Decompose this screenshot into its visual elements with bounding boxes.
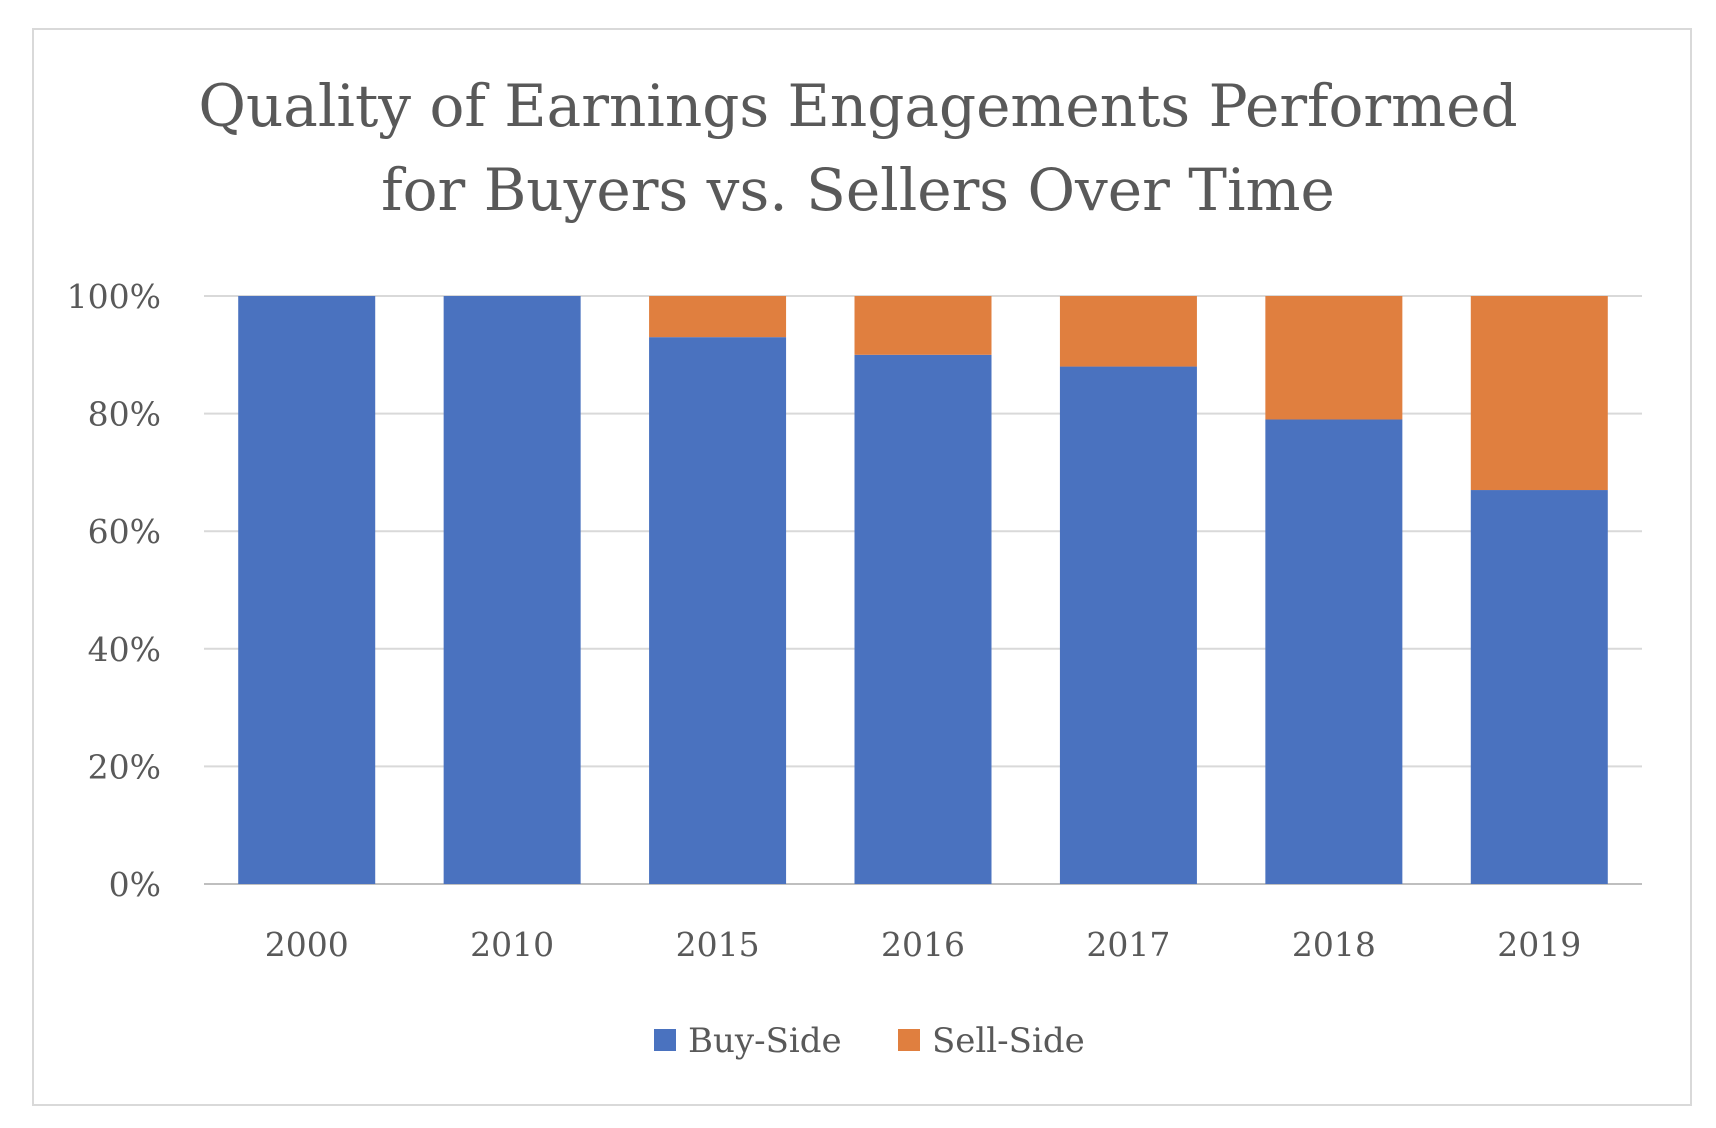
y-tick-label: 20% — [88, 747, 161, 786]
bar-buy-side-2010 — [443, 296, 581, 884]
legend-swatch-sell-side — [898, 1029, 920, 1051]
x-axis-tick-labels: 2000 2010 2015 2016 2017 2018 2019 — [265, 925, 1582, 964]
bar-sell-side-2017 — [1059, 296, 1197, 367]
legend-label-buy-side: Buy-Side — [688, 1021, 842, 1061]
y-tick-label: 60% — [88, 512, 161, 551]
y-tick-label: 80% — [88, 395, 161, 434]
chart-title: Quality of Earnings Engagements Performe… — [0, 64, 1716, 232]
bar-buy-side-2015 — [649, 337, 787, 884]
bar-sell-side-2018 — [1265, 296, 1403, 420]
y-tick-label: 40% — [88, 630, 161, 669]
bar-buy-side-2000 — [238, 296, 376, 884]
legend: Buy-Side Sell-Side — [654, 1021, 1085, 1061]
bar-buy-side-2017 — [1059, 366, 1197, 884]
bar-buy-side-2016 — [854, 354, 992, 884]
y-tick-label: 100% — [67, 277, 161, 316]
bar-buy-side-2018 — [1265, 419, 1403, 884]
x-tick-label: 2000 — [265, 925, 349, 964]
bar-sell-side-2015 — [649, 296, 787, 338]
x-tick-label: 2018 — [1292, 925, 1376, 964]
chart-title-line-1: Quality of Earnings Engagements Performe… — [198, 72, 1518, 140]
x-tick-label: 2017 — [1086, 925, 1170, 964]
x-tick-label: 2015 — [676, 925, 760, 964]
bar-sell-side-2016 — [854, 296, 992, 355]
bars — [238, 296, 1608, 884]
x-tick-label: 2010 — [470, 925, 554, 964]
y-axis-tick-labels: 0% 20% 40% 60% 80% 100% — [67, 277, 161, 904]
legend-label-sell-side: Sell-Side — [932, 1021, 1085, 1061]
bar-buy-side-2019 — [1470, 490, 1608, 884]
x-tick-label: 2019 — [1497, 925, 1581, 964]
legend-swatch-buy-side — [654, 1029, 676, 1051]
chart-title-line-2: for Buyers vs. Sellers Over Time — [381, 156, 1335, 224]
x-tick-label: 2016 — [881, 925, 965, 964]
bar-sell-side-2019 — [1470, 296, 1608, 491]
y-tick-label: 0% — [109, 865, 161, 904]
